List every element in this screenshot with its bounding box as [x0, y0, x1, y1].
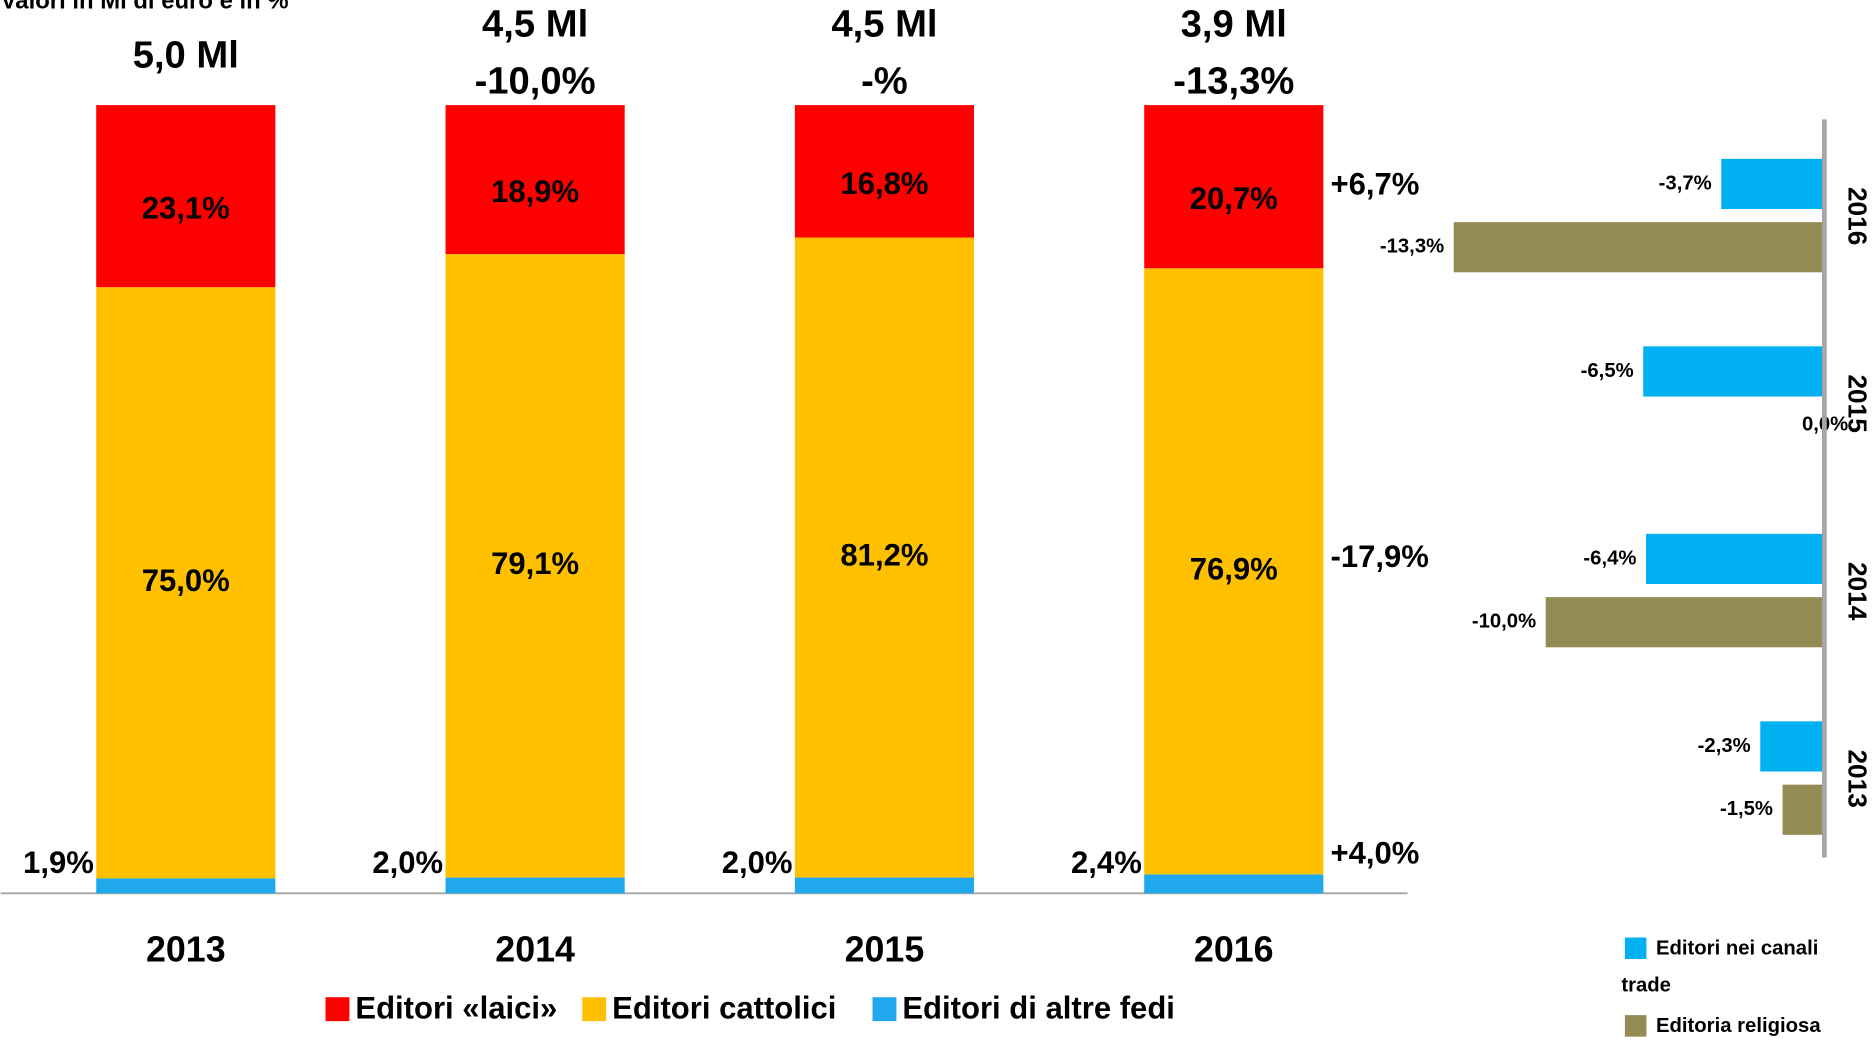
- bar-segment: [1144, 268, 1324, 875]
- bar-segment: [445, 254, 625, 878]
- bar-segment: [794, 237, 975, 878]
- x-tick-label: 2014: [495, 929, 575, 969]
- x-tick-label: 2013: [146, 929, 226, 969]
- data-label: -6,5%: [1581, 360, 1634, 382]
- change-label: -17,9%: [1331, 539, 1429, 574]
- bar-segment: [794, 105, 975, 238]
- change-label: +6,7%: [1331, 167, 1420, 202]
- change-label: -%: [861, 60, 908, 103]
- bar-segment: [794, 877, 975, 894]
- legend-swatch: [582, 997, 607, 1022]
- change-label: -13,3%: [1173, 60, 1294, 103]
- data-label: -1,5%: [1720, 798, 1773, 820]
- legend-swatch: [1624, 1015, 1647, 1037]
- bar-segment: [445, 877, 625, 894]
- legend-swatch: [1624, 937, 1647, 960]
- data-label: -10,0%: [1472, 611, 1536, 633]
- bar: [1643, 346, 1825, 397]
- data-label: 16,8%: [840, 166, 928, 201]
- data-label: 18,9%: [491, 174, 579, 209]
- bar-segment: [1144, 105, 1324, 269]
- data-label: -3,7%: [1659, 172, 1712, 194]
- data-label: 2,0%: [722, 845, 793, 880]
- data-label: 2,4%: [1071, 845, 1142, 880]
- data-label: 20,7%: [1190, 181, 1278, 216]
- chart-subtitle: Valori in Ml di euro e in %: [1, 0, 289, 15]
- data-label: -13,3%: [1380, 236, 1444, 258]
- total-label: 4,5 Ml: [831, 2, 937, 45]
- data-label: 81,2%: [840, 538, 928, 573]
- y-tick-label: 2015: [1842, 374, 1872, 432]
- bar: [1453, 222, 1825, 273]
- total-label: 3,9 Ml: [1181, 2, 1287, 45]
- total-label: 4,5 Ml: [482, 2, 588, 45]
- bar: [1760, 721, 1825, 772]
- bar-segment: [1144, 874, 1324, 894]
- bar: [1721, 158, 1825, 209]
- legend-label: Editori cattolici: [612, 991, 836, 1026]
- change-label: +4,0%: [1331, 835, 1420, 870]
- data-label: 2,0%: [372, 845, 443, 880]
- y-tick-label: 2014: [1842, 562, 1872, 621]
- legend-label: Editori di altre fedi: [902, 991, 1175, 1026]
- data-label: 79,1%: [491, 546, 579, 581]
- data-label: 75,0%: [142, 563, 230, 598]
- change-label: -10,0%: [475, 60, 596, 103]
- y-tick-label: 2016: [1842, 187, 1872, 245]
- total-label: 5,0 Ml: [133, 33, 239, 76]
- bar: [1545, 597, 1825, 648]
- legend-swatch: [872, 997, 897, 1022]
- legend-label: Editori nei canali trade: [1621, 938, 1818, 997]
- legend-label: Editori «laici»: [355, 991, 557, 1026]
- x-tick-label: 2015: [845, 929, 925, 969]
- bar-segment: [445, 105, 625, 255]
- data-label: 1,9%: [23, 845, 94, 880]
- legend-label: Editoria religiosa: [1656, 1015, 1821, 1037]
- bar-segment: [96, 878, 276, 894]
- bar: [1782, 784, 1825, 835]
- bar-segment: [96, 105, 276, 288]
- y-tick-label: 2013: [1842, 749, 1872, 807]
- data-label: -2,3%: [1698, 735, 1751, 757]
- bar-segment: [96, 287, 276, 879]
- data-label: -6,4%: [1583, 547, 1636, 569]
- bar: [1646, 533, 1825, 585]
- x-tick-label: 2016: [1194, 929, 1274, 969]
- legend-swatch: [325, 997, 350, 1022]
- data-label: 23,1%: [142, 191, 230, 226]
- data-label: 76,9%: [1190, 552, 1278, 587]
